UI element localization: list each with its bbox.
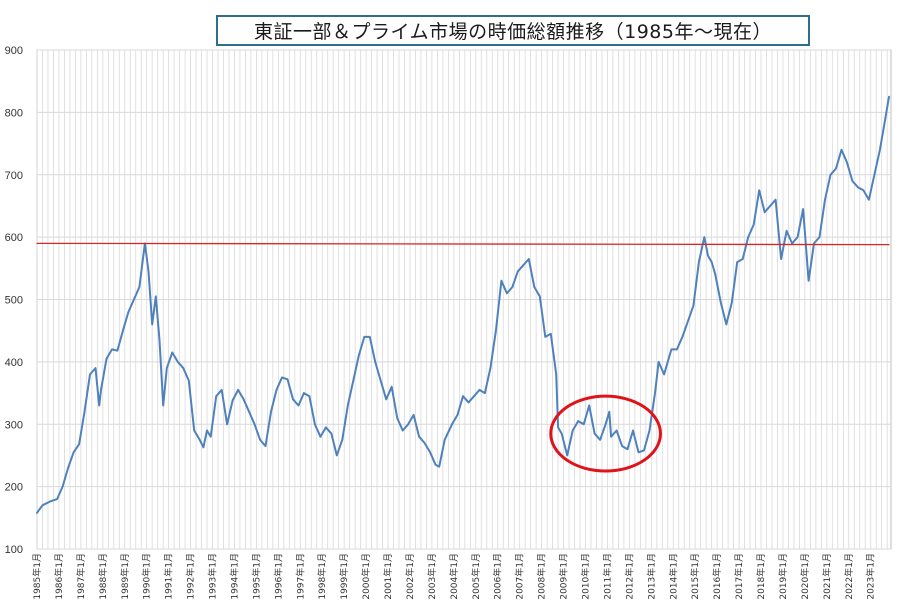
x-tick-label: 2000年1月 [360,553,372,600]
y-tick-label: 600 [5,232,23,244]
x-tick-label: 1997年1月 [294,553,306,600]
x-tick-label: 1988年1月 [97,553,109,600]
chart-title-box: 東証一部＆プライム市場の時価総額推移（1985年～現在） [216,15,810,46]
x-tick-label: 2002年1月 [404,553,416,600]
x-tick-label: 1985年1月 [31,553,43,600]
x-tick-label: 1987年1月 [75,553,87,600]
y-tick-label: 700 [5,170,23,182]
market-cap-line [36,95,890,514]
y-tick-label: 800 [5,107,23,119]
x-tick-label: 2004年1月 [448,553,460,600]
x-tick-label: 1995年1月 [250,553,262,600]
x-tick-label: 2018年1月 [755,553,767,600]
x-tick-label: 1991年1月 [163,553,175,600]
x-tick-label: 2022年1月 [843,553,855,600]
x-tick-label: 2001年1月 [382,553,394,600]
x-tick-label: 1993年1月 [207,553,219,600]
x-tick-label: 2011年1月 [601,553,613,600]
x-tick-label: 2017年1月 [733,553,745,600]
reference-line [36,242,890,246]
x-tick-label: 2007年1月 [514,553,526,600]
y-tick-label: 100 [5,544,23,556]
y-tick-label: 300 [5,419,23,431]
y-tick-label: 200 [5,482,23,494]
x-tick-label: 2012年1月 [623,553,635,600]
x-tick-label: 2015年1月 [689,553,701,600]
x-tick-label: 1992年1月 [185,553,197,600]
x-tick-label: 2008年1月 [536,553,548,600]
x-tick-label: 2009年1月 [558,553,570,600]
x-tick-label: 2016年1月 [711,553,723,600]
x-tick-label: 1998年1月 [316,553,328,600]
x-tick-label: 2010年1月 [579,553,591,600]
highlight-ellipse [549,394,662,473]
y-tick-label: 400 [5,357,23,369]
y-tick-label: 900 [5,45,23,57]
x-tick-label: 2013年1月 [645,553,657,600]
x-tick-label: 2005年1月 [470,553,482,600]
x-tick-label: 1996年1月 [272,553,284,600]
x-tick-label: 2019年1月 [777,553,789,600]
x-tick-label: 2021年1月 [821,553,833,600]
x-tick-label: 1994年1月 [228,553,240,600]
x-tick-label: 2020年1月 [799,553,811,600]
x-tick-label: 1989年1月 [119,553,131,600]
x-tick-label: 1990年1月 [141,553,153,600]
x-tick-label: 1986年1月 [53,553,65,600]
x-tick-label: 2003年1月 [426,553,438,600]
chart-title: 東証一部＆プライム市場の時価総額推移（1985年～現在） [254,21,772,43]
x-tick-label: 1999年1月 [338,553,350,600]
y-tick-label: 500 [5,295,23,307]
x-tick-label: 2014年1月 [667,553,679,600]
x-tick-label: 2023年1月 [865,553,877,600]
x-tick-label: 2006年1月 [492,553,504,600]
